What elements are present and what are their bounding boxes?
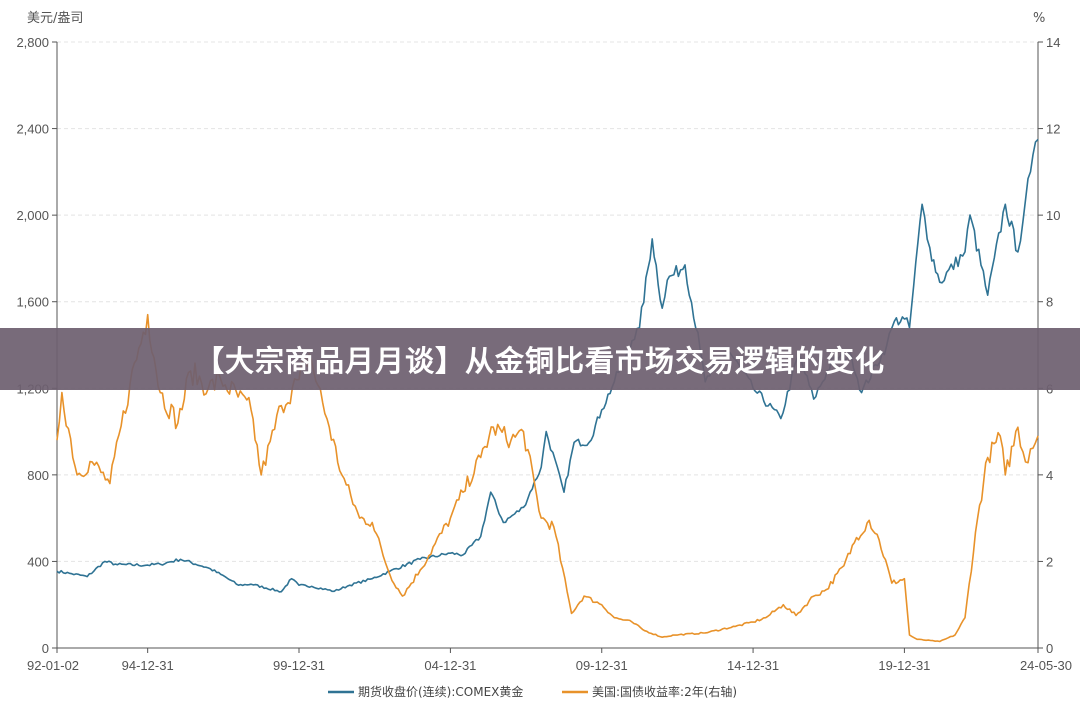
left-unit-label: 美元/盎司 [27,11,83,26]
x-tick-label: 09-12-31 [576,658,628,673]
right-tick-label: 8 [1046,295,1053,310]
title-banner: 【大宗商品月月谈】从金铜比看市场交易逻辑的变化 [0,328,1080,390]
right-tick-label: 10 [1046,208,1060,223]
legend-item-gold[interactable]: 期货收盘价(连续):COMEX黄金 [328,684,523,699]
left-tick-label: 1,600 [16,295,49,310]
left-tick-label: 2,800 [16,35,49,50]
left-tick-label: 0 [42,641,49,656]
right-tick-labels: 02468101214 [1038,35,1060,656]
right-tick-label: 4 [1046,468,1053,483]
left-tick-label: 2,000 [16,208,49,223]
x-tick-label: 99-12-31 [273,658,325,673]
x-tick-label: 92-01-02 [27,658,79,673]
legend-label-gold: 期货收盘价(连续):COMEX黄金 [358,684,523,699]
x-tick-label: 19-12-31 [878,658,930,673]
left-tick-label: 2,400 [16,122,49,137]
right-unit-label: % [1033,11,1045,26]
right-tick-label: 14 [1046,35,1060,50]
x-tick-label: 14-12-31 [727,658,779,673]
left-tick-label: 800 [27,468,49,483]
right-tick-label: 12 [1046,122,1060,137]
x-tick-label: 24-05-30 [1020,658,1072,673]
banner-title: 【大宗商品月月谈】从金铜比看市场交易逻辑的变化 [194,344,885,378]
x-tick-label: 04-12-31 [424,658,476,673]
legend-item-yield[interactable]: 美国:国债收益率:2年(右轴) [562,684,737,699]
grid-lines [57,41,1038,562]
x-tick-labels: 92-01-02 94-12-31 99-12-31 04-12-31 09-12-31… [27,648,1072,673]
right-tick-label: 2 [1046,554,1053,569]
x-tick-label: 94-12-31 [122,658,174,673]
left-tick-label: 400 [27,554,49,569]
legend-label-yield: 美国:国债收益率:2年(右轴) [592,684,737,699]
right-tick-label: 0 [1046,641,1053,656]
legend: 期货收盘价(连续):COMEX黄金 美国:国债收益率:2年(右轴) [328,684,737,699]
